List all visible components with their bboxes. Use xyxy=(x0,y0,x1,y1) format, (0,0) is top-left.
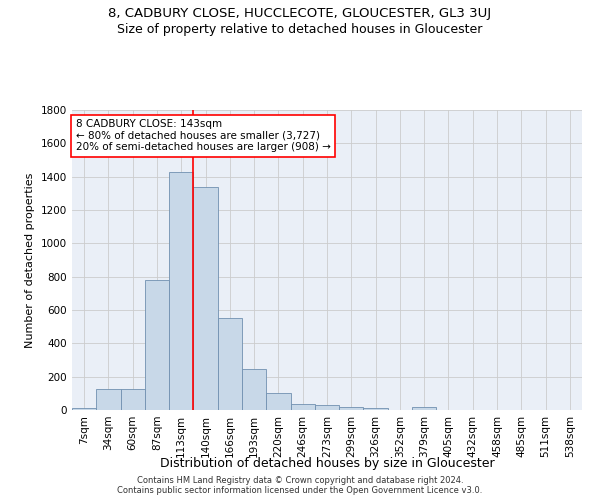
Text: Distribution of detached houses by size in Gloucester: Distribution of detached houses by size … xyxy=(160,458,494,470)
Text: 8, CADBURY CLOSE, HUCCLECOTE, GLOUCESTER, GL3 3UJ: 8, CADBURY CLOSE, HUCCLECOTE, GLOUCESTER… xyxy=(109,8,491,20)
Bar xyxy=(72,408,96,410)
Bar xyxy=(412,406,436,410)
Bar xyxy=(339,406,364,410)
Bar xyxy=(96,389,121,410)
Text: Contains HM Land Registry data © Crown copyright and database right 2024.
Contai: Contains HM Land Registry data © Crown c… xyxy=(118,476,482,495)
Bar xyxy=(266,392,290,410)
Bar xyxy=(218,318,242,410)
Text: Size of property relative to detached houses in Gloucester: Size of property relative to detached ho… xyxy=(118,22,482,36)
Bar xyxy=(121,389,145,410)
Bar xyxy=(242,369,266,410)
Bar xyxy=(290,404,315,410)
Bar xyxy=(193,186,218,410)
Bar xyxy=(169,172,193,410)
Bar xyxy=(364,408,388,410)
Y-axis label: Number of detached properties: Number of detached properties xyxy=(25,172,35,348)
Bar xyxy=(315,405,339,410)
Text: 8 CADBURY CLOSE: 143sqm
← 80% of detached houses are smaller (3,727)
20% of semi: 8 CADBURY CLOSE: 143sqm ← 80% of detache… xyxy=(76,119,331,152)
Bar xyxy=(145,280,169,410)
